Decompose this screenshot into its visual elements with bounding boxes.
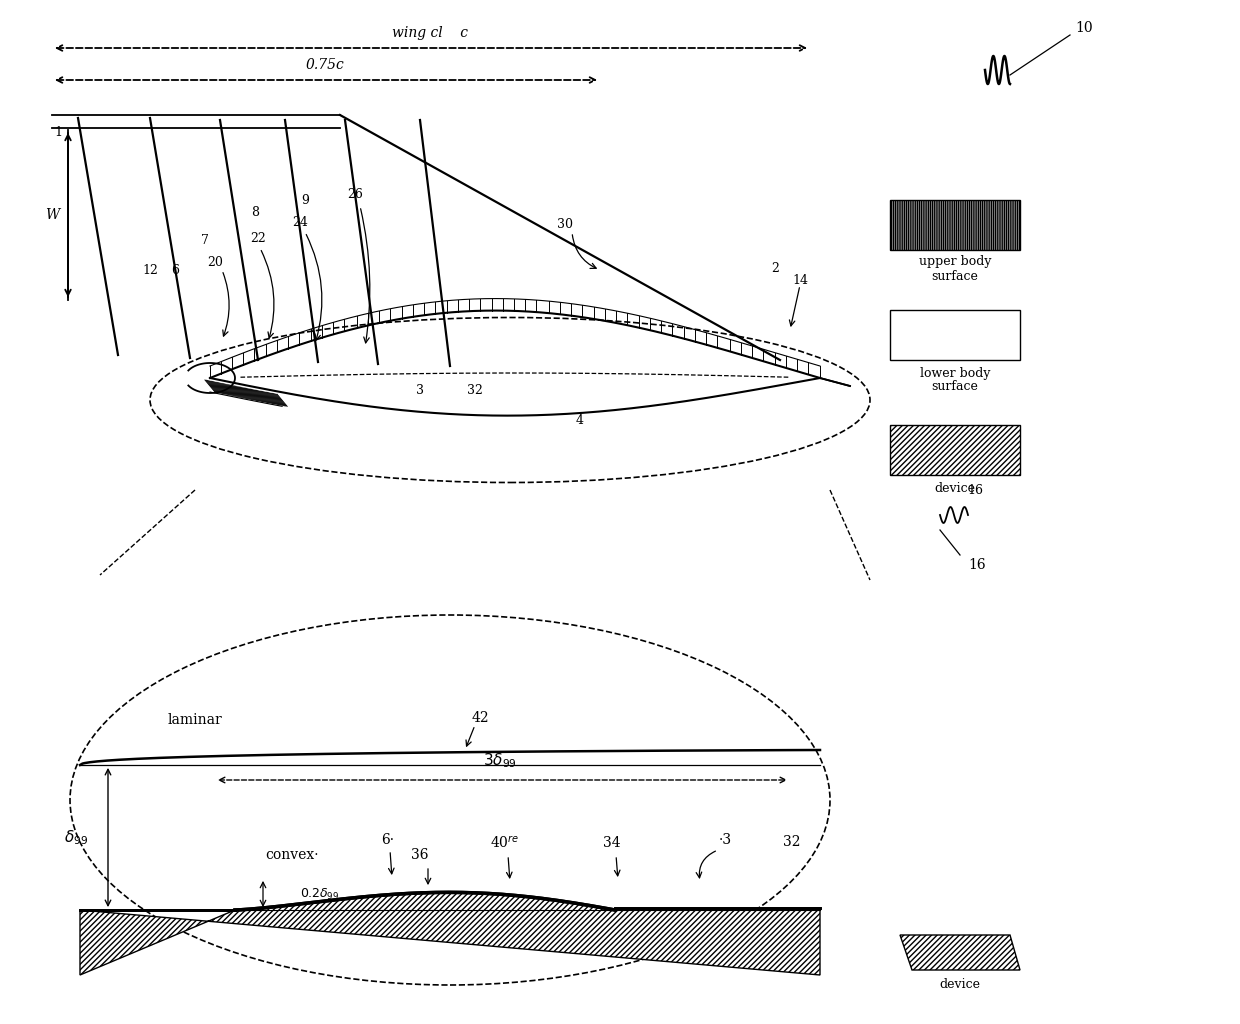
- Text: 32: 32: [784, 835, 801, 849]
- Text: lower body: lower body: [920, 367, 991, 380]
- Text: convex·: convex·: [265, 848, 319, 862]
- Text: laminar: laminar: [167, 713, 223, 727]
- Bar: [890, 200, 1021, 250]
- Text: 16: 16: [967, 483, 983, 497]
- Text: device: device: [940, 979, 981, 991]
- Text: ·3: ·3: [718, 833, 732, 847]
- Text: 1: 1: [55, 126, 62, 138]
- Text: 2: 2: [771, 261, 779, 274]
- Text: 14: 14: [792, 273, 808, 287]
- Text: 4: 4: [577, 414, 584, 427]
- Text: 42: 42: [471, 711, 489, 725]
- Text: 30: 30: [557, 218, 573, 231]
- Text: 9: 9: [301, 194, 309, 207]
- Text: wing cl    c: wing cl c: [392, 26, 467, 40]
- Text: 6·: 6·: [382, 833, 394, 847]
- Polygon shape: [81, 892, 820, 975]
- Text: 36: 36: [412, 848, 429, 862]
- Text: 8: 8: [250, 207, 259, 219]
- Text: 10: 10: [1075, 22, 1092, 35]
- Text: 40$^{re}$: 40$^{re}$: [490, 835, 520, 851]
- Text: 7: 7: [201, 233, 208, 247]
- Text: $3\delta_{99}$: $3\delta_{99}$: [484, 752, 517, 770]
- Text: 12: 12: [143, 263, 157, 276]
- Text: 22: 22: [250, 231, 265, 245]
- Text: 24: 24: [293, 215, 308, 228]
- Text: 34: 34: [603, 836, 621, 850]
- Text: $0.2\delta_{99}$: $0.2\delta_{99}$: [300, 887, 340, 901]
- Text: 32: 32: [467, 384, 482, 396]
- Text: 16: 16: [968, 558, 986, 572]
- Bar: [890, 310, 1021, 360]
- Text: 26: 26: [347, 188, 363, 202]
- Text: 3: 3: [415, 384, 424, 396]
- Text: 0.75c: 0.75c: [305, 58, 345, 72]
- Text: upper body: upper body: [919, 256, 991, 268]
- Text: $\delta_{99}$: $\delta_{99}$: [64, 828, 88, 847]
- Bar: [890, 425, 1021, 475]
- Text: W: W: [45, 208, 60, 222]
- Polygon shape: [900, 935, 1021, 970]
- Text: surface: surface: [931, 381, 978, 393]
- Text: 20: 20: [207, 256, 223, 268]
- Text: 6: 6: [171, 263, 179, 276]
- Text: device: device: [935, 481, 976, 495]
- Text: surface: surface: [931, 269, 978, 283]
